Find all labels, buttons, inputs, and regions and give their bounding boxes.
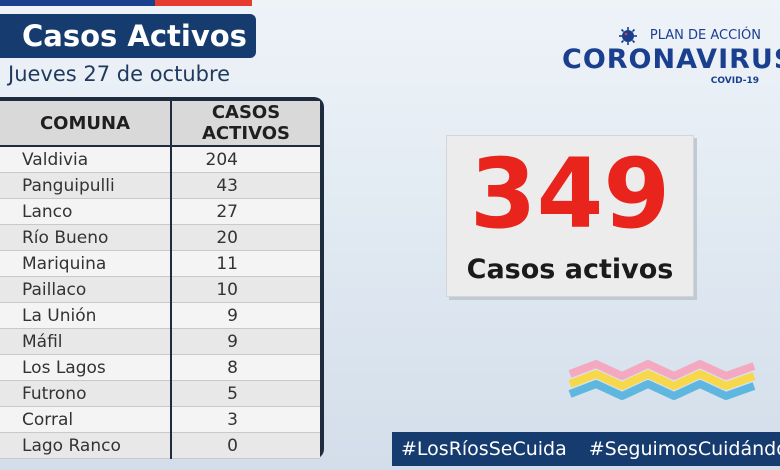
casos-cell: 9: [171, 302, 320, 329]
comuna-cell: Futrono: [0, 380, 172, 407]
comuna-cell: Lago Ranco: [0, 432, 172, 459]
column-header-casos: CASOS ACTIVOS: [171, 101, 320, 147]
casos-cell: 10: [171, 276, 320, 303]
table-row: Los Lagos 8: [0, 354, 320, 381]
table-row: Máfil 9: [0, 328, 320, 355]
comuna-cell: Valdivia: [0, 146, 172, 173]
comuna-cell: Mariquina: [0, 250, 172, 277]
casos-cell: 204: [171, 146, 320, 173]
table-row: Paillaco 10: [0, 276, 320, 303]
comuna-cell: Río Bueno: [0, 224, 172, 251]
hashtag-bar: #LosRíosSeCuida #SeguimosCuidándonos: [392, 432, 780, 466]
casos-cell: 27: [171, 198, 320, 225]
table-row: Lanco 27: [0, 198, 320, 225]
total-cases-number: 349: [469, 138, 671, 250]
hashtag-los-rios: #LosRíosSeCuida: [401, 438, 567, 460]
casos-cell: 43: [171, 172, 320, 199]
total-cases-label: Casos activos: [466, 254, 674, 285]
comuna-cell: La Unión: [0, 302, 172, 329]
casos-cell: 20: [171, 224, 320, 251]
table-row: Panguipulli 43: [0, 172, 320, 199]
hashtag-seguimos: #SeguimosCuidándonos: [588, 438, 780, 460]
comuna-cell: Corral: [0, 406, 172, 433]
column-header-comuna: COMUNA: [0, 101, 172, 147]
table-row: La Unión 9: [0, 302, 320, 329]
comuna-cell: Lanco: [0, 198, 172, 225]
flag-blue-band: [0, 0, 155, 6]
table-header-row: COMUNA CASOS ACTIVOS: [0, 101, 320, 147]
date-label: Jueves 27 de octubre: [8, 62, 231, 86]
casos-cell: 11: [171, 250, 320, 277]
logo-coronavirus-text: CORONAVIRUS: [562, 44, 780, 75]
flag-strip: [0, 0, 252, 6]
casos-cell: 8: [171, 354, 320, 381]
logo-covid-text: COVID-19: [710, 76, 759, 86]
page-title: Casos Activos: [0, 14, 256, 58]
cases-table: COMUNA CASOS ACTIVOS Valdivia 204 Panguip…: [0, 101, 320, 459]
cases-table-container: COMUNA CASOS ACTIVOS Valdivia 204 Panguip…: [0, 97, 324, 459]
casos-cell: 0: [171, 432, 320, 459]
virus-icon: [619, 27, 637, 45]
flag-red-band: [155, 0, 252, 6]
table-row: Río Bueno 20: [0, 224, 320, 251]
comuna-cell: Panguipulli: [0, 172, 172, 199]
comuna-cell: Paillaco: [0, 276, 172, 303]
total-cases-box: 349 Casos activos: [446, 135, 694, 297]
comuna-cell: Los Lagos: [0, 354, 172, 381]
table-row: Futrono 5: [0, 380, 320, 407]
casos-cell: 3: [171, 406, 320, 433]
logo-plan-text: PLAN DE ACCIÓN: [649, 28, 761, 43]
rainbow-waves-decoration: [568, 360, 756, 400]
casos-cell: 9: [171, 328, 320, 355]
coronavirus-logo: PLAN DE ACCIÓN CORONAVIRUS COVID-19: [562, 24, 780, 90]
table-row: Mariquina 11: [0, 250, 320, 277]
table-row: Valdivia 204: [0, 146, 320, 173]
table-row: Lago Ranco 0: [0, 432, 320, 459]
comuna-cell: Máfil: [0, 328, 172, 355]
casos-cell: 5: [171, 380, 320, 407]
table-row: Corral 3: [0, 406, 320, 433]
